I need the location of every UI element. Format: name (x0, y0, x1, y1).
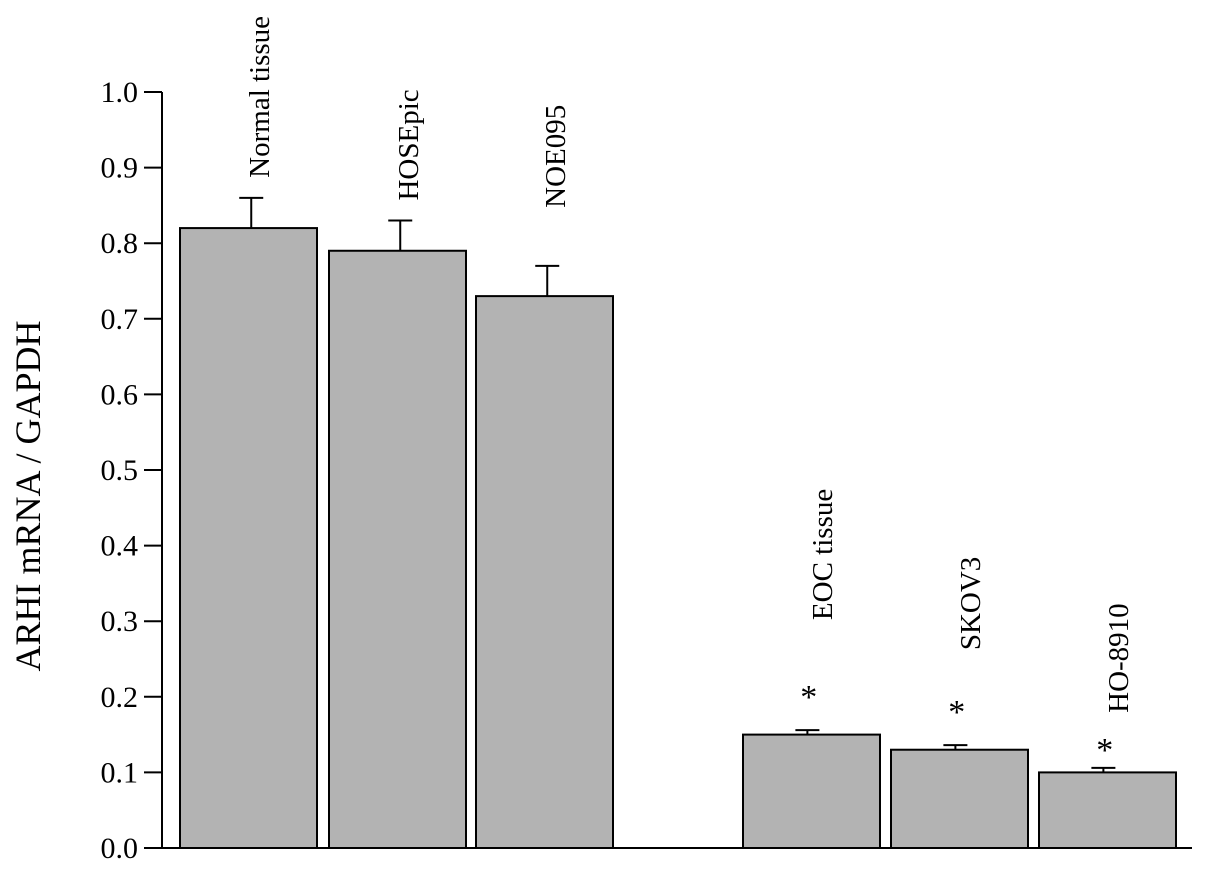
significance-mark: * (800, 679, 817, 716)
significance-mark: * (1096, 732, 1113, 769)
y-tick-label: 1.0 (101, 76, 139, 109)
y-tick-label: 0.3 (101, 605, 139, 638)
y-tick-label: 0.4 (101, 530, 139, 563)
y-tick-label: 0.6 (101, 378, 139, 411)
y-tick-label: 0.5 (101, 454, 139, 487)
bars-layer (179, 196, 1177, 850)
bar-labels: Normal tissue HOSEpic NOE095 EOC tissue * SKO… (244, 16, 1135, 769)
y-tick-label: 0.1 (101, 756, 139, 789)
bar (1038, 771, 1177, 850)
y-tick-label: 0.8 (101, 227, 139, 260)
bar (179, 227, 318, 849)
bar-label: SKOV3 (955, 557, 987, 650)
bar (890, 748, 1029, 849)
bar-label: HOSEpic (393, 89, 425, 200)
y-tick-label: 0.7 (101, 303, 139, 336)
bar (328, 249, 467, 849)
bar-label: EOC tissue (807, 489, 839, 620)
y-tick-label: 0.2 (101, 681, 139, 714)
bar (475, 295, 614, 849)
bar-label: Normal tissue (244, 16, 276, 178)
y-tick-label: 0.9 (101, 152, 139, 185)
bar (742, 733, 881, 849)
y-tick-label: 0.0 (101, 832, 139, 865)
significance-mark: * (948, 694, 965, 731)
bar-label: HO-8910 (1103, 603, 1135, 713)
y-axis-title: ARHI mRNA / GAPDH (8, 320, 48, 671)
bar-label: NOE095 (540, 105, 572, 208)
y-ticks: 0.0 0.1 0.2 0.3 0.4 0.5 0.6 0.7 0.8 0.9 1.0 (101, 76, 162, 865)
